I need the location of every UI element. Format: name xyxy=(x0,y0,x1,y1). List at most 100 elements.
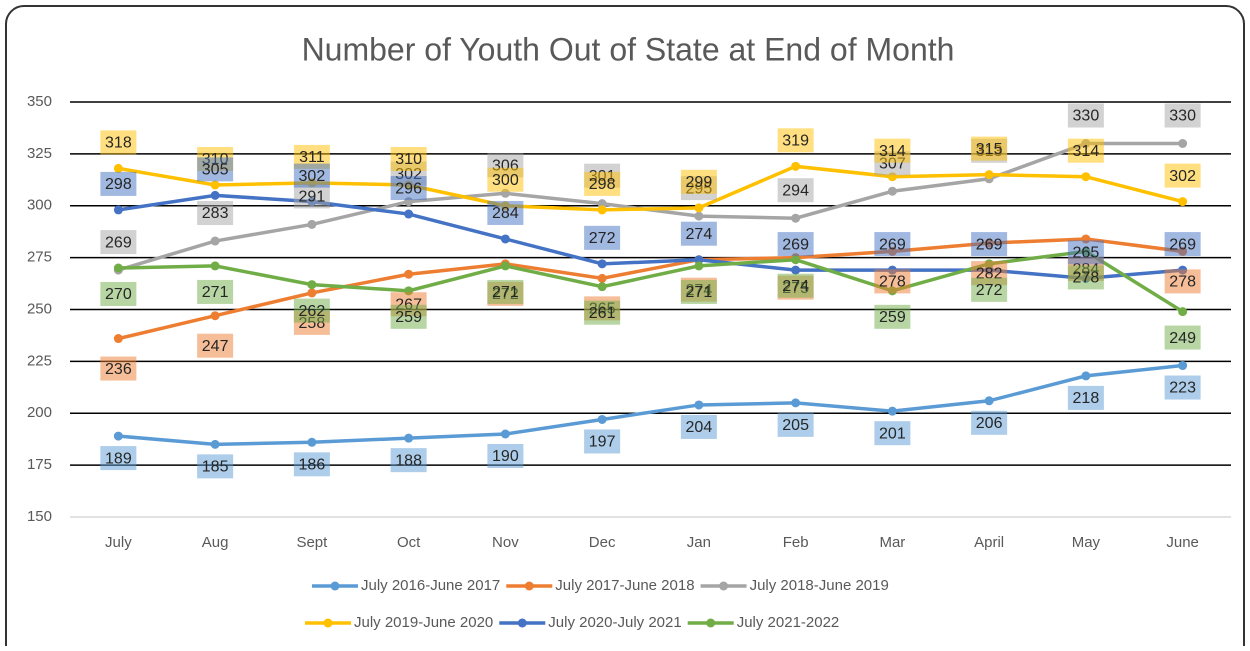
x-tick-label: Feb xyxy=(783,534,809,551)
data-point xyxy=(500,234,510,244)
data-label: 249 xyxy=(1169,330,1196,347)
legend-label: July 2017-June 2018 xyxy=(555,577,694,594)
label-bg xyxy=(971,410,1008,435)
x-tick-label: Mar xyxy=(879,534,905,551)
label-bg xyxy=(680,221,717,246)
data-point xyxy=(113,334,123,344)
data-label: 302 xyxy=(1169,168,1196,185)
label-bg xyxy=(1164,375,1201,400)
data-label: 283 xyxy=(202,205,229,222)
data-point xyxy=(694,203,704,213)
data-label: 296 xyxy=(395,180,422,197)
data-label: 311 xyxy=(299,149,325,166)
data-point xyxy=(500,429,510,439)
data-point xyxy=(984,396,994,406)
label-bg xyxy=(584,171,621,196)
label-bg xyxy=(777,412,814,437)
data-label: 259 xyxy=(879,309,906,326)
label-bg xyxy=(1164,103,1201,128)
x-tick-label: Aug xyxy=(202,534,229,551)
data-point xyxy=(307,219,317,229)
legend-marker xyxy=(524,581,534,591)
label-bg xyxy=(487,279,524,304)
y-tick-label: 225 xyxy=(27,352,52,369)
legend-item: July 2021-2022 xyxy=(687,614,839,631)
data-label: 305 xyxy=(202,162,229,179)
label-bg xyxy=(680,279,717,304)
label-bg xyxy=(874,421,911,446)
label-bg xyxy=(293,184,330,209)
data-point xyxy=(1178,361,1188,371)
data-label: 310 xyxy=(395,151,422,168)
y-tick-label: 200 xyxy=(27,404,52,421)
data-label: 223 xyxy=(1169,380,1196,397)
data-label: 185 xyxy=(202,459,229,476)
x-tick-label: April xyxy=(974,534,1004,551)
chart-title: Number of Youth Out of State at End of M… xyxy=(302,31,955,67)
x-tick-label: July xyxy=(105,534,132,551)
data-label: 190 xyxy=(492,448,519,465)
label-bg xyxy=(680,414,717,439)
data-label: 271 xyxy=(686,284,713,301)
data-point xyxy=(210,261,220,271)
data-label: 236 xyxy=(105,361,132,378)
legend-item: July 2019-June 2020 xyxy=(305,614,493,631)
data-label: 318 xyxy=(105,135,132,152)
label-bg xyxy=(100,446,137,471)
label-bg xyxy=(487,200,524,225)
data-label: 272 xyxy=(976,282,1003,299)
label-bg xyxy=(390,304,427,329)
data-label: 269 xyxy=(782,236,809,253)
data-label: 269 xyxy=(1169,236,1196,253)
label-bg xyxy=(777,178,814,203)
label-bg xyxy=(777,128,814,153)
data-point xyxy=(1081,371,1091,381)
data-point xyxy=(210,439,220,449)
data-point xyxy=(694,211,704,221)
data-label: 270 xyxy=(105,286,132,303)
data-label: 298 xyxy=(589,176,616,193)
data-label: 278 xyxy=(1169,274,1196,291)
label-bg xyxy=(197,157,234,182)
label-bg xyxy=(584,300,621,325)
data-label: 284 xyxy=(492,205,519,222)
y-tick-label: 250 xyxy=(27,300,52,317)
data-label: 205 xyxy=(782,417,809,434)
label-bg xyxy=(197,279,234,304)
data-point xyxy=(597,273,607,283)
data-point xyxy=(307,280,317,290)
data-label: 197 xyxy=(589,434,616,451)
data-label: 314 xyxy=(879,143,906,160)
data-label: 330 xyxy=(1073,108,1100,125)
data-label: 261 xyxy=(589,305,616,322)
legend-item: July 2017-June 2018 xyxy=(506,577,695,594)
legend-item: July 2020-July 2021 xyxy=(499,614,682,631)
legend-marker xyxy=(517,618,527,628)
label-bg xyxy=(293,163,330,188)
legend-marker xyxy=(323,618,333,628)
data-point xyxy=(113,431,123,441)
y-tick-label: 325 xyxy=(27,145,52,162)
legend-marker xyxy=(719,581,729,591)
x-tick-label: Oct xyxy=(397,534,421,551)
y-tick-label: 175 xyxy=(27,456,52,473)
data-point xyxy=(1178,139,1188,148)
label-bg xyxy=(777,273,814,298)
data-point xyxy=(210,190,220,200)
data-label: 298 xyxy=(105,176,132,193)
legend-item: July 2016-June 2017 xyxy=(312,577,500,594)
data-point xyxy=(887,186,897,196)
label-bg xyxy=(1067,138,1104,163)
label-bg xyxy=(197,454,234,479)
data-label: 314 xyxy=(1073,143,1100,160)
x-tick-label: Dec xyxy=(589,534,616,551)
data-point xyxy=(791,213,801,223)
data-point xyxy=(791,161,801,171)
data-point xyxy=(1081,172,1091,182)
data-point xyxy=(404,269,414,279)
data-label: 204 xyxy=(686,419,713,436)
label-bg xyxy=(487,167,524,192)
label-bg xyxy=(874,232,911,257)
data-point xyxy=(113,263,123,273)
